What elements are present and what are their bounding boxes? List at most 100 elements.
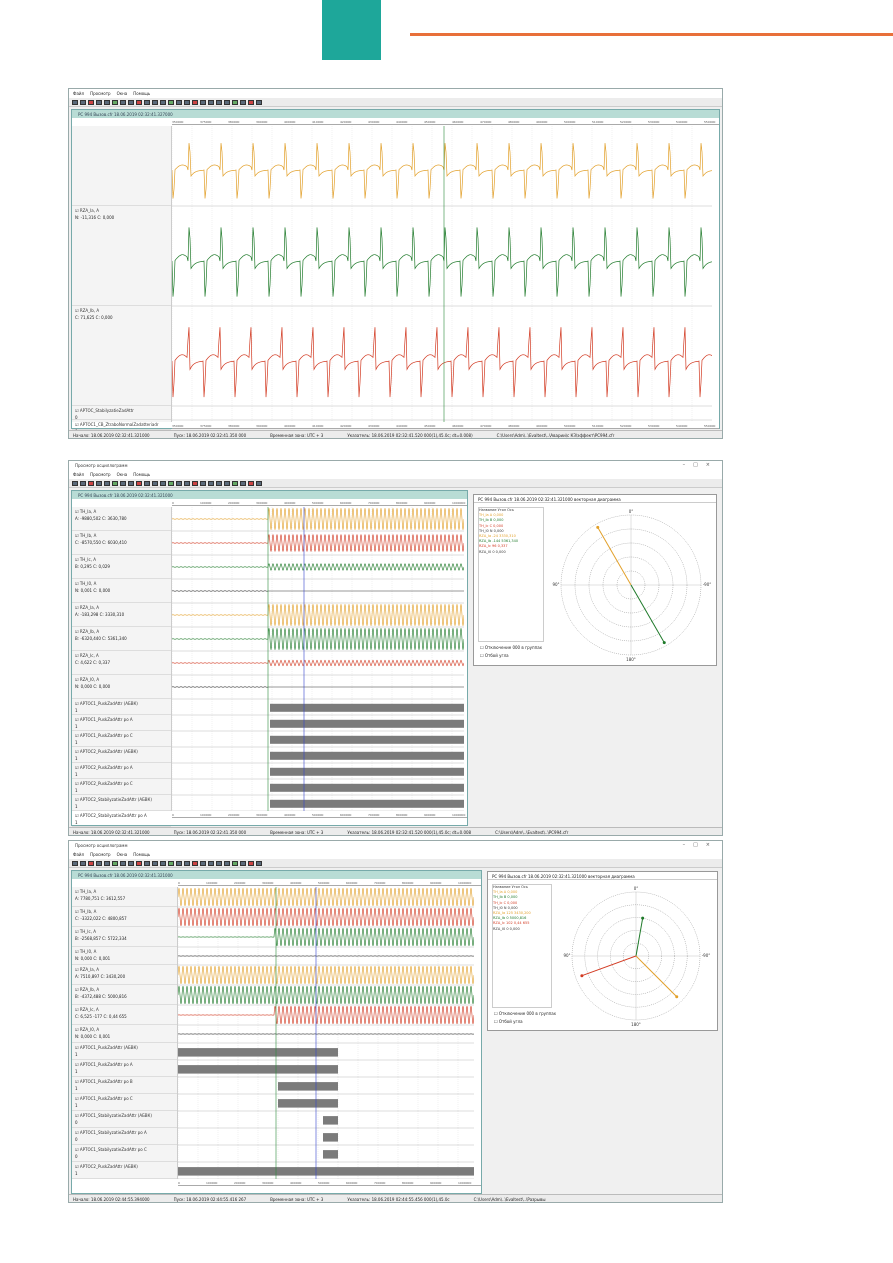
vector-row[interactable]: RZA_Ia -24 3330,310 xyxy=(479,534,543,539)
vector-row[interactable]: RZA_Ia 125 3430,200 xyxy=(493,911,551,916)
vector-row[interactable]: RZA_I0 0 0,000 xyxy=(493,927,551,932)
toolbar-button[interactable] xyxy=(256,100,262,105)
toolbar-button[interactable] xyxy=(240,481,246,486)
channel-label[interactable] xyxy=(72,126,171,206)
toolbar-button[interactable] xyxy=(72,481,78,486)
channel-label[interactable]: ☑ TH_Ib, A С: -8570,550 С: 6030,410 xyxy=(72,531,171,555)
toolbar-button[interactable] xyxy=(232,481,238,486)
vector-row[interactable]: RZA_Ib -144 5361,340 xyxy=(479,539,543,544)
channel-label[interactable]: ☑ APTOC_StabilyzatieZadAttr 0 xyxy=(72,406,171,420)
toolbar-button[interactable] xyxy=(216,861,222,866)
toolbar-button[interactable] xyxy=(88,861,94,866)
toolbar-button[interactable] xyxy=(248,481,254,486)
channel-label[interactable]: ☑ TH_I0, A N: 0,000 С: 0,001 xyxy=(72,947,177,965)
toolbar-button[interactable] xyxy=(232,861,238,866)
menu-file[interactable]: Файл xyxy=(73,472,85,477)
toolbar-button[interactable] xyxy=(224,100,230,105)
toolbar-button[interactable] xyxy=(120,481,126,486)
channel-label[interactable]: ☑ TH_Ic, A В: 0,295 С: 0,029 xyxy=(72,555,171,579)
channel-label[interactable]: ☑ RZA_Ib, A С: 71,625 С: 0,000 xyxy=(72,306,171,406)
toolbar-button[interactable] xyxy=(120,861,126,866)
toolbar-button[interactable] xyxy=(120,100,126,105)
vector-row[interactable]: TH_Ib B 0,000 xyxy=(493,895,551,900)
toolbar-button[interactable] xyxy=(240,100,246,105)
vector-row[interactable]: TH_I0 N 0,000 xyxy=(479,529,543,534)
menu-windows[interactable]: Окна xyxy=(116,91,128,96)
toolbar-button[interactable] xyxy=(168,861,174,866)
toolbar-button[interactable] xyxy=(104,861,110,866)
toolbar-button[interactable] xyxy=(96,100,102,105)
toolbar-button[interactable] xyxy=(224,481,230,486)
vector-row[interactable]: RZA_I0 0 0,000 xyxy=(479,550,543,555)
channel-label[interactable]: ☑ RZA_I0, A N: 0,000 С: 0,001 xyxy=(72,1025,177,1043)
toolbar-button[interactable] xyxy=(176,861,182,866)
toolbar-button[interactable] xyxy=(208,100,214,105)
toolbar-button[interactable] xyxy=(72,100,78,105)
toolbar-button[interactable] xyxy=(96,481,102,486)
toolbar-button[interactable] xyxy=(256,861,262,866)
toolbar-button[interactable] xyxy=(248,861,254,866)
toolbar-button[interactable] xyxy=(152,100,158,105)
menu-help[interactable]: Помощь xyxy=(133,852,151,857)
channel-label[interactable]: ☑ APTOC2_PuskZadAttr (АБВК) 1 xyxy=(72,1162,177,1179)
toolbar-button[interactable] xyxy=(256,481,262,486)
toolbar-button[interactable] xyxy=(200,861,206,866)
toolbar-button[interactable] xyxy=(144,100,150,105)
toolbar-button[interactable] xyxy=(144,861,150,866)
menu-windows[interactable]: Окна xyxy=(116,472,128,477)
checkbox-angle[interactable]: ☐ Отбой угла xyxy=(494,1019,523,1024)
toolbar-button[interactable] xyxy=(104,481,110,486)
toolbar-button[interactable] xyxy=(176,481,182,486)
window-controls[interactable]: –□× xyxy=(682,842,718,848)
toolbar-button[interactable] xyxy=(160,481,166,486)
channel-label[interactable]: ☑ TH_Ic, A B: -2568,857 С: 5722,334 xyxy=(72,927,177,947)
toolbar-button[interactable] xyxy=(88,481,94,486)
window-controls[interactable]: –□× xyxy=(682,462,718,468)
toolbar-button[interactable] xyxy=(192,100,198,105)
toolbar-button[interactable] xyxy=(136,861,142,866)
toolbar-button[interactable] xyxy=(200,481,206,486)
vector-row[interactable]: RZA_Ic 102 0,44 655 xyxy=(493,921,551,926)
channel-label[interactable]: ☑ TH_Ia, A A: 7780,751 С: 3612,557 xyxy=(72,887,177,907)
toolbar-button[interactable] xyxy=(176,100,182,105)
channel-label[interactable]: ☑ APTOC1_StabilyzatieZadAttr (АБВК) 0 xyxy=(72,1111,177,1128)
toolbar-button[interactable] xyxy=(96,861,102,866)
channel-label[interactable]: ☑ RZA_Ic, A С: 6,525 -177 С: 0,44 655 xyxy=(72,1005,177,1025)
channel-label[interactable]: ☑ TH_Ia, A A: -9880,502 С: 3630,780 xyxy=(72,507,171,531)
toolbar-button[interactable] xyxy=(192,481,198,486)
toolbar-button[interactable] xyxy=(144,481,150,486)
channel-label[interactable]: ☑ RZA_Ib, A В: -4372,488 С: 5000,816 xyxy=(72,985,177,1005)
menu-file[interactable]: Файл xyxy=(73,852,85,857)
toolbar-button[interactable] xyxy=(216,481,222,486)
toolbar-button[interactable] xyxy=(200,100,206,105)
vector-row[interactable]: RZA_Ic 96 0,337 xyxy=(479,544,543,549)
menu-file[interactable]: Файл xyxy=(73,91,85,96)
toolbar-button[interactable] xyxy=(136,481,142,486)
toolbar-button[interactable] xyxy=(248,100,254,105)
toolbar-button[interactable] xyxy=(80,861,86,866)
toolbar-button[interactable] xyxy=(152,861,158,866)
channel-label[interactable]: ☑ APTOC1_PuskZadAttr (АБВК) 1 xyxy=(72,699,171,715)
menu-view[interactable]: Просмотр xyxy=(90,472,111,477)
toolbar-button[interactable] xyxy=(136,100,142,105)
channel-label[interactable]: ☑ APTOC1_PuskZadAttr (АБВК) 1 xyxy=(72,1043,177,1060)
vector-row[interactable]: TH_I0 N 0,000 xyxy=(493,906,551,911)
toolbar-button[interactable] xyxy=(128,481,134,486)
checkbox-groups[interactable]: ☐ Отключение 000 в группах xyxy=(480,645,543,650)
vector-row[interactable]: TH_Ia A 0,000 xyxy=(479,513,543,518)
vector-row[interactable]: TH_Ia A 0,000 xyxy=(493,890,551,895)
menu-help[interactable]: Помощь xyxy=(133,91,151,96)
channel-label[interactable]: ☑ TH_I0, A N: 0,001 С: 0,000 xyxy=(72,579,171,603)
toolbar-button[interactable] xyxy=(160,100,166,105)
checkbox-angle[interactable]: ☐ Отбой угла xyxy=(480,653,509,658)
channel-label[interactable]: ☑ RZA_Ia, A А: -183,298 С: 3330,310 xyxy=(72,603,171,627)
